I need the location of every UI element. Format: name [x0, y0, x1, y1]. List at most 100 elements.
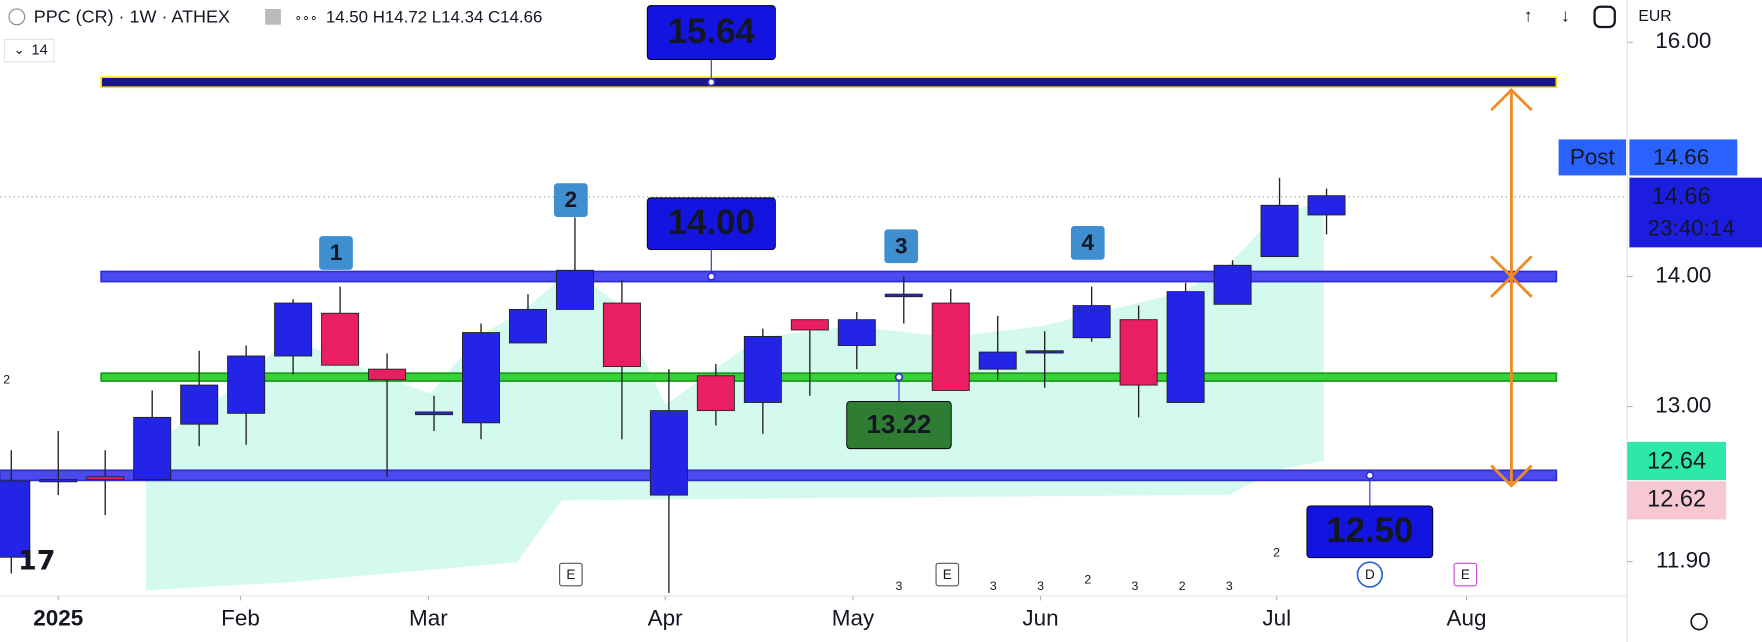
level-label-box	[646, 5, 776, 61]
candle-body	[884, 293, 923, 298]
up-button[interactable]: ↑	[1524, 6, 1533, 26]
minor-label: 2	[3, 372, 10, 386]
symbol-icon	[8, 8, 26, 26]
last-price-box	[1629, 177, 1762, 248]
candle-body	[696, 375, 735, 412]
lower-price: 12.62	[1647, 487, 1706, 513]
candle-body	[368, 368, 407, 381]
arrow-head	[1490, 464, 1533, 488]
y-tick-label: 13.00	[1655, 392, 1711, 417]
symbol: PPC (CR) · 1W · ATHEX	[34, 7, 230, 27]
post-price: 14.66	[1653, 144, 1709, 169]
event-label: E	[1461, 567, 1470, 582]
wave-label: 2	[565, 187, 577, 212]
minor-label: 2	[1179, 579, 1186, 593]
level-label-box	[1306, 505, 1434, 559]
fullscreen-button[interactable]	[1593, 5, 1616, 29]
candle-body	[1025, 350, 1064, 354]
upper-price: 12.64	[1647, 448, 1706, 474]
plot	[0, 76, 1558, 593]
candle-body	[227, 355, 266, 414]
logo: 𝟭𝟳	[18, 545, 56, 575]
candle-body	[837, 319, 876, 346]
event-box	[559, 562, 583, 587]
candle-body	[743, 335, 782, 403]
y-tick-label: 14.00	[1655, 262, 1711, 287]
lower-price-box	[1627, 481, 1727, 520]
range-arrows	[1490, 87, 1533, 488]
minor-label: 3	[990, 579, 997, 593]
down-button[interactable]: ↓	[1561, 6, 1570, 26]
candle-body	[508, 308, 547, 344]
more-icon[interactable]: ∘∘∘	[294, 10, 317, 24]
event-label: D	[1365, 567, 1375, 582]
countdown: 23:40:14	[1647, 215, 1734, 240]
candle-body	[1166, 291, 1205, 403]
event-box	[935, 562, 960, 587]
anchor-dot	[894, 372, 904, 382]
level-label: 12.50	[1326, 511, 1413, 550]
level-line	[0, 469, 1558, 482]
wave-label-box	[884, 229, 919, 264]
post-tag-box	[1558, 139, 1627, 176]
ohlc: 14.50 H14.72 L14.34 C14.66	[326, 7, 542, 26]
event-box	[1453, 562, 1478, 587]
minor-label: 2	[1084, 572, 1091, 586]
x-tick-label: May	[832, 605, 875, 630]
level-line	[100, 372, 1558, 382]
level-label-box	[646, 197, 776, 251]
last-price: 14.66	[1652, 184, 1711, 210]
y-tick-label: 16.00	[1655, 28, 1711, 53]
x-tick-label: Jul	[1262, 605, 1291, 630]
settings-icon[interactable]	[1690, 613, 1708, 631]
candle-body	[931, 302, 970, 391]
level-label: 14.00	[668, 203, 755, 242]
legend: PPC (CR) · 1W · ATHEX ∘∘∘ 14.50 H14.72 L…	[0, 2, 542, 63]
minor-label: 3	[1037, 579, 1044, 593]
event-label: E	[566, 567, 575, 582]
x-tick-label: Feb	[221, 605, 260, 630]
minor-label: 2	[1273, 545, 1280, 559]
x-tick-label: Aug	[1447, 605, 1487, 630]
minor-label: 3	[896, 579, 903, 593]
level-line	[100, 270, 1558, 283]
indicator: 14	[31, 42, 47, 58]
anchor-dot	[707, 272, 716, 281]
event-circle	[1356, 561, 1384, 588]
candle-body	[0, 480, 31, 558]
wave-label: 3	[895, 233, 907, 258]
toolbar: ↑ ↓ EUR	[1524, 1, 1762, 33]
hide-icon[interactable]	[265, 8, 281, 25]
anchor-dot	[707, 77, 716, 87]
post-price-box	[1629, 139, 1738, 176]
wave-label: 4	[1082, 230, 1095, 255]
candle-body	[133, 416, 172, 481]
candle-body	[790, 319, 829, 331]
candle-body	[1213, 264, 1252, 305]
candle-body	[602, 302, 641, 367]
candle-body	[978, 351, 1017, 370]
post-tag: Post	[1570, 144, 1616, 169]
currency-box[interactable]	[1629, 1, 1762, 33]
anchor-dot	[1365, 471, 1375, 480]
indicator-box[interactable]	[3, 38, 55, 63]
level-label: 15.64	[668, 12, 756, 51]
shaded-area	[146, 202, 1324, 591]
minor-label: 3	[1226, 579, 1233, 593]
level-label-box	[846, 400, 952, 450]
x-tick-label: 2025	[33, 605, 83, 630]
candle-body	[1119, 319, 1158, 386]
level-line	[100, 76, 1558, 89]
candle-body	[415, 411, 454, 416]
candle-body	[180, 384, 219, 425]
candle-body	[555, 269, 594, 310]
candle-body	[321, 312, 360, 366]
arrow-head	[1490, 87, 1533, 112]
candle-body	[1307, 195, 1346, 216]
x-tick-label: Apr	[648, 605, 683, 630]
candle-body	[39, 479, 78, 483]
candle-body	[1260, 204, 1299, 258]
candle-body	[274, 302, 313, 357]
